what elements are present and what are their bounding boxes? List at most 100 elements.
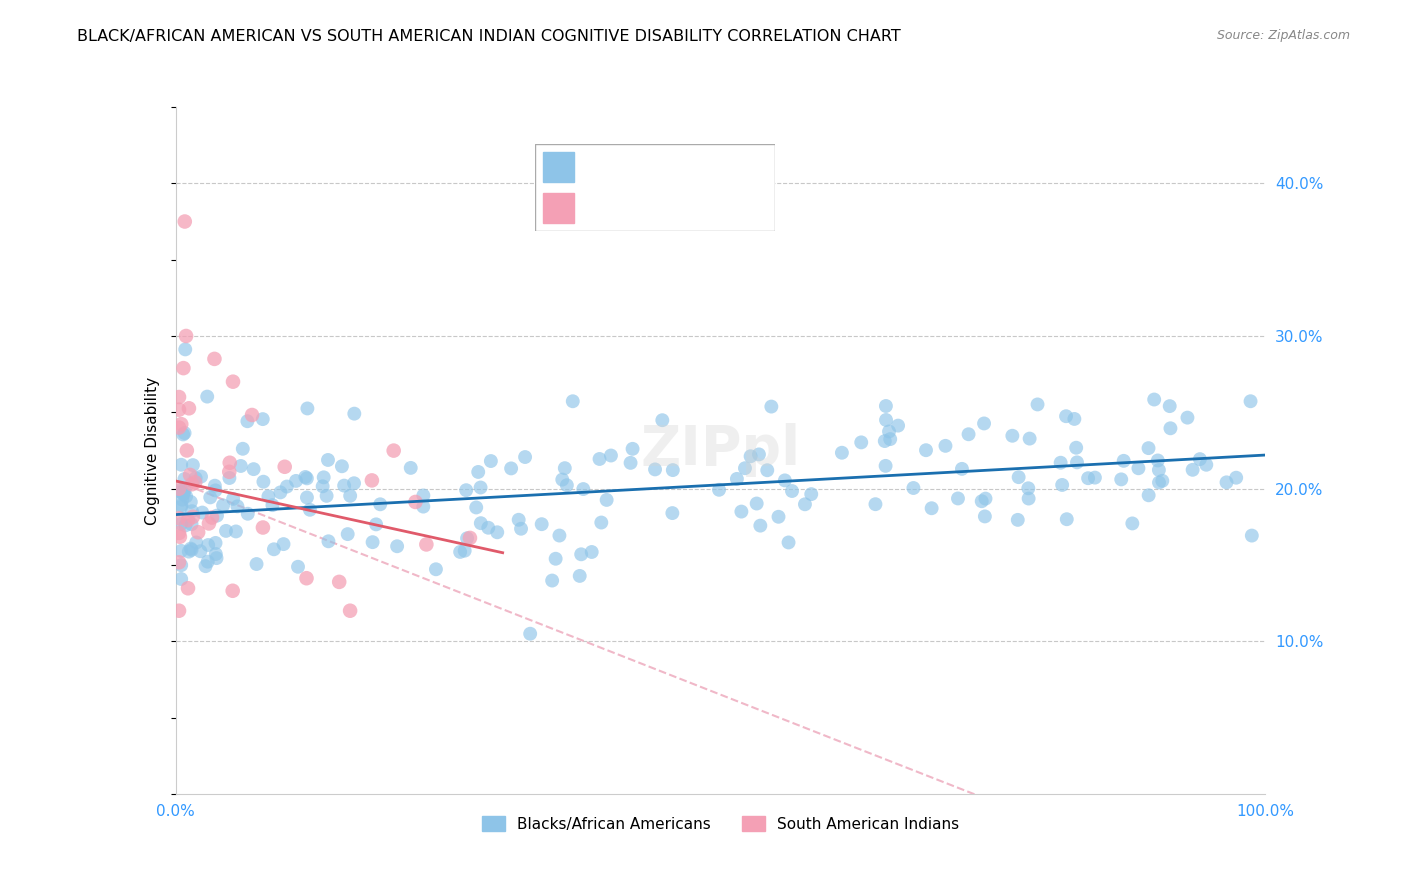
Point (167, 525, 190, 540)
Point (1064, 441, 1087, 455)
Point (174, 329, 197, 343)
Point (226, 500, 249, 514)
Point (877, 425, 900, 439)
Point (1121, 516, 1143, 531)
Point (170, 458, 193, 472)
Point (1159, 399, 1181, 413)
Text: R =: R = (581, 201, 610, 215)
Point (745, 496, 768, 510)
Point (619, 456, 641, 470)
Point (198, 516, 221, 531)
Point (167, 390, 190, 404)
Point (454, 543, 477, 558)
Point (167, 402, 190, 417)
Point (173, 483, 195, 497)
Point (1063, 412, 1085, 426)
Point (873, 434, 896, 448)
Point (399, 461, 422, 475)
Point (1018, 491, 1040, 506)
Point (1007, 513, 1029, 527)
Text: Source: ZipAtlas.com: Source: ZipAtlas.com (1216, 29, 1350, 42)
Point (794, 497, 817, 511)
Point (174, 489, 197, 503)
Point (252, 412, 274, 426)
Point (263, 542, 285, 557)
Point (1137, 488, 1160, 502)
Point (456, 483, 478, 498)
Point (554, 461, 576, 475)
Point (831, 446, 853, 460)
Point (218, 456, 240, 470)
Point (194, 559, 217, 574)
Point (748, 447, 770, 461)
Point (204, 483, 226, 498)
Point (1239, 394, 1261, 409)
Point (274, 459, 297, 474)
Point (262, 498, 284, 512)
Point (315, 489, 337, 503)
Point (181, 477, 204, 491)
Point (257, 489, 280, 503)
Text: 0.416: 0.416 (621, 160, 665, 174)
Point (336, 527, 359, 541)
Point (519, 626, 541, 640)
Point (343, 407, 366, 421)
Legend: Blacks/African Americans, South American Indians: Blacks/African Americans, South American… (477, 810, 965, 838)
Point (339, 489, 361, 503)
Point (170, 544, 193, 558)
Point (1137, 441, 1160, 455)
Point (221, 583, 243, 598)
Point (177, 581, 200, 595)
Point (173, 486, 195, 500)
Point (800, 487, 823, 501)
Point (568, 569, 591, 583)
Point (212, 499, 235, 513)
Point (1195, 458, 1218, 472)
Point (229, 458, 252, 473)
Point (467, 465, 489, 479)
Point (1109, 472, 1132, 486)
Point (449, 545, 471, 559)
Point (768, 509, 790, 524)
Point (879, 432, 901, 446)
Point (773, 474, 796, 488)
Point (1054, 409, 1077, 424)
Point (173, 214, 195, 228)
Point (477, 521, 499, 535)
Point (934, 439, 956, 453)
Point (167, 604, 190, 618)
Point (170, 500, 193, 514)
Point (172, 492, 194, 507)
Point (179, 467, 201, 482)
Point (581, 545, 603, 559)
Point (973, 509, 995, 524)
Point (1240, 528, 1263, 542)
Point (186, 535, 208, 549)
Point (173, 425, 195, 440)
Point (1188, 452, 1211, 467)
Point (173, 472, 195, 486)
Point (651, 413, 673, 427)
Point (172, 487, 194, 501)
Point (761, 400, 783, 414)
Point (851, 435, 873, 450)
Point (197, 538, 219, 552)
Text: ZIPpl: ZIPpl (641, 424, 800, 477)
Point (569, 547, 592, 561)
Point (1215, 475, 1237, 490)
Bar (543, 152, 574, 182)
Point (218, 465, 240, 479)
Point (273, 537, 295, 551)
Point (295, 571, 318, 585)
Point (204, 547, 226, 561)
Point (470, 481, 492, 495)
Point (412, 488, 434, 502)
Point (167, 555, 190, 569)
Point (749, 518, 772, 533)
Point (285, 474, 308, 488)
Point (740, 449, 762, 463)
Point (181, 504, 204, 518)
Point (778, 535, 800, 549)
Text: 40: 40 (716, 201, 734, 215)
Point (180, 541, 202, 556)
